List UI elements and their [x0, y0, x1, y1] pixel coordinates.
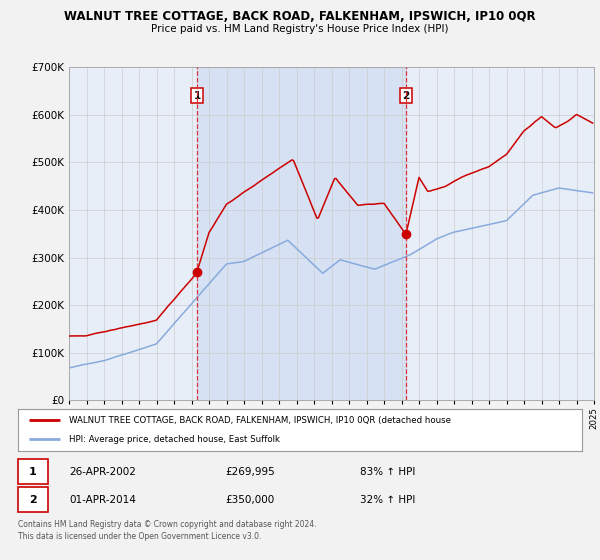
- Bar: [197, 67, 406, 400]
- Text: 01-APR-2014: 01-APR-2014: [69, 495, 136, 505]
- Text: Price paid vs. HM Land Registry's House Price Index (HPI): Price paid vs. HM Land Registry's House …: [151, 24, 449, 34]
- Text: £350,000: £350,000: [225, 495, 274, 505]
- Text: £269,995: £269,995: [225, 467, 275, 477]
- Text: 1: 1: [193, 91, 201, 101]
- Text: 2: 2: [402, 91, 409, 101]
- Text: Contains HM Land Registry data © Crown copyright and database right 2024.: Contains HM Land Registry data © Crown c…: [18, 520, 317, 529]
- Text: 83% ↑ HPI: 83% ↑ HPI: [360, 467, 415, 477]
- Text: This data is licensed under the Open Government Licence v3.0.: This data is licensed under the Open Gov…: [18, 532, 262, 541]
- Text: WALNUT TREE COTTAGE, BACK ROAD, FALKENHAM, IPSWICH, IP10 0QR (detached house: WALNUT TREE COTTAGE, BACK ROAD, FALKENHA…: [69, 416, 451, 424]
- Text: 1: 1: [29, 467, 37, 477]
- Text: 2: 2: [29, 495, 37, 505]
- Text: HPI: Average price, detached house, East Suffolk: HPI: Average price, detached house, East…: [69, 435, 280, 444]
- Text: 26-APR-2002: 26-APR-2002: [69, 467, 136, 477]
- Text: WALNUT TREE COTTAGE, BACK ROAD, FALKENHAM, IPSWICH, IP10 0QR: WALNUT TREE COTTAGE, BACK ROAD, FALKENHA…: [64, 10, 536, 23]
- Text: 32% ↑ HPI: 32% ↑ HPI: [360, 495, 415, 505]
